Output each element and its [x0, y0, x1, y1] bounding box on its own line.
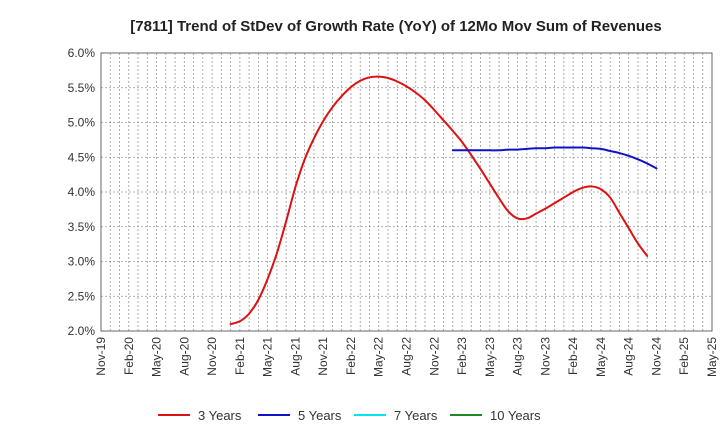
legend-item-5-years: 5 Years [258, 408, 342, 423]
x-tick-label: Aug-24 [622, 337, 636, 376]
axes: 2.0% 2.5% 3.0% 3.5% 4.0% 4.5% 5.0% 5.5% 6.0% Nov-… [68, 46, 719, 377]
legend-item-7-years: 7 Years [354, 408, 438, 423]
x-tick-label: May-24 [594, 337, 608, 377]
x-tick-label: Feb-20 [122, 337, 136, 375]
y-tick-label: 2.5% [68, 289, 96, 303]
series-line-5-years [451, 146, 658, 170]
series-line-3-years [229, 75, 649, 326]
chart-title: [7811] Trend of StDev of Growth Rate (Yo… [130, 18, 661, 35]
y-tick-label: 4.0% [68, 185, 96, 199]
y-tick-label: 3.0% [68, 255, 96, 269]
grid [100, 52, 713, 332]
legend-item-10-years: 10 Years [450, 408, 541, 423]
x-tick-label: May-23 [483, 337, 497, 377]
x-tick-label: Feb-23 [455, 337, 469, 375]
x-tick-label: May-22 [372, 337, 386, 377]
y-tick-label: 2.0% [68, 324, 96, 338]
x-tick-label: Nov-23 [538, 337, 552, 376]
x-tick-label: May-20 [150, 337, 164, 377]
x-tick-label: Aug-23 [511, 337, 525, 376]
legend-label: 10 Years [490, 408, 541, 423]
legend-label: 3 Years [198, 408, 242, 423]
y-tick-label: 5.5% [68, 81, 96, 95]
x-tick-label: Nov-22 [427, 337, 441, 376]
y-tick-label: 6.0% [68, 46, 96, 60]
x-tick-label: Feb-24 [566, 337, 580, 375]
legend: 3 Years 5 Years 7 Years 10 Years [158, 408, 541, 423]
x-tick-label: Nov-19 [94, 337, 108, 376]
legend-label: 7 Years [394, 408, 438, 423]
y-tick-label: 5.0% [68, 116, 96, 130]
legend-label: 5 Years [298, 408, 342, 423]
x-tick-label: May-21 [261, 337, 275, 377]
x-tick-label: Aug-21 [288, 337, 302, 376]
x-tick-label: Nov-24 [649, 337, 663, 376]
series [229, 75, 658, 326]
x-tick-label: Feb-22 [344, 337, 358, 375]
legend-item-3-years: 3 Years [158, 408, 242, 423]
plot-border [100, 52, 713, 332]
x-tick-label: Nov-21 [316, 337, 330, 376]
x-tick-label: Feb-21 [233, 337, 247, 375]
y-tick-label: 4.5% [68, 150, 96, 164]
x-tick-label: Feb-25 [677, 337, 691, 375]
x-tick-label: May-25 [705, 337, 719, 377]
y-tick-label: 3.5% [68, 220, 96, 234]
x-tick-label: Aug-22 [400, 337, 414, 376]
x-tick-label: Nov-20 [205, 337, 219, 376]
x-tick-label: Aug-20 [177, 337, 191, 376]
